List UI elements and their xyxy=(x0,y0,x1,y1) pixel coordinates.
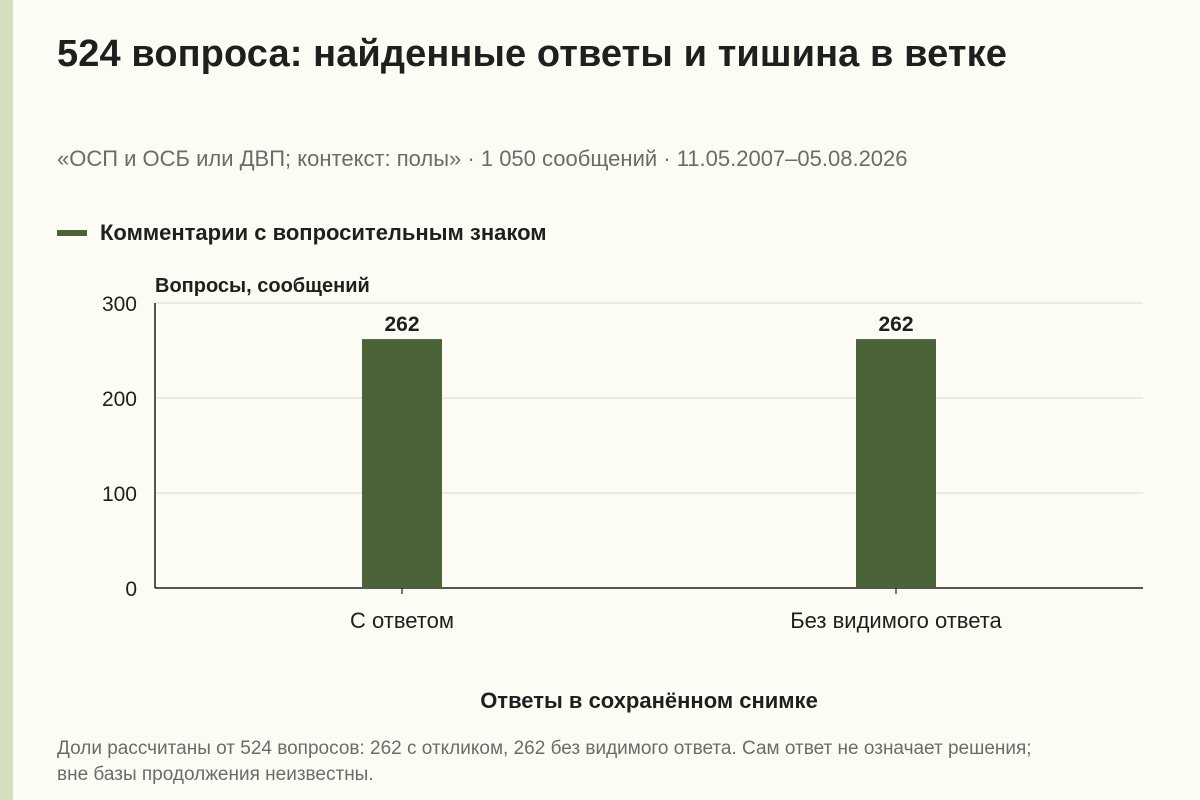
bar-data-label: 262 xyxy=(878,313,913,336)
left-accent-stripe xyxy=(0,0,13,800)
y-axis-title: Вопросы, сообщений xyxy=(155,275,370,297)
y-tick-label: 300 xyxy=(102,293,137,316)
x-axis-title: Ответы в сохранённом снимке xyxy=(480,688,818,713)
x-category-label: Без видимого ответа xyxy=(790,608,1002,633)
y-tick-label: 100 xyxy=(102,483,137,506)
bar xyxy=(856,339,936,588)
label-layer: 0 100 200 300 262 С ответом 262 Без видимого от… xyxy=(102,293,1003,633)
bar xyxy=(362,339,442,588)
bar-layer xyxy=(362,339,936,588)
legend-label: Комментарии с вопросительным знаком xyxy=(100,220,547,245)
y-tick-label: 0 xyxy=(125,578,137,601)
chart-title: 524 вопроса: найденные ответы и тишина в… xyxy=(57,33,1007,75)
bar-data-label: 262 xyxy=(384,313,419,336)
y-tick-label: 200 xyxy=(102,388,137,411)
grid-layer xyxy=(154,302,1143,594)
x-category-label: С ответом xyxy=(350,608,454,633)
chart-subtitle: «ОСП и ОСБ или ДВП; контекст: полы» · 1 … xyxy=(57,146,908,171)
legend-swatch xyxy=(57,230,87,236)
legend: Комментарии с вопросительным знаком xyxy=(57,219,547,247)
footnote: Доли рассчитаны от 524 вопросов: 262 с о… xyxy=(57,738,1032,785)
